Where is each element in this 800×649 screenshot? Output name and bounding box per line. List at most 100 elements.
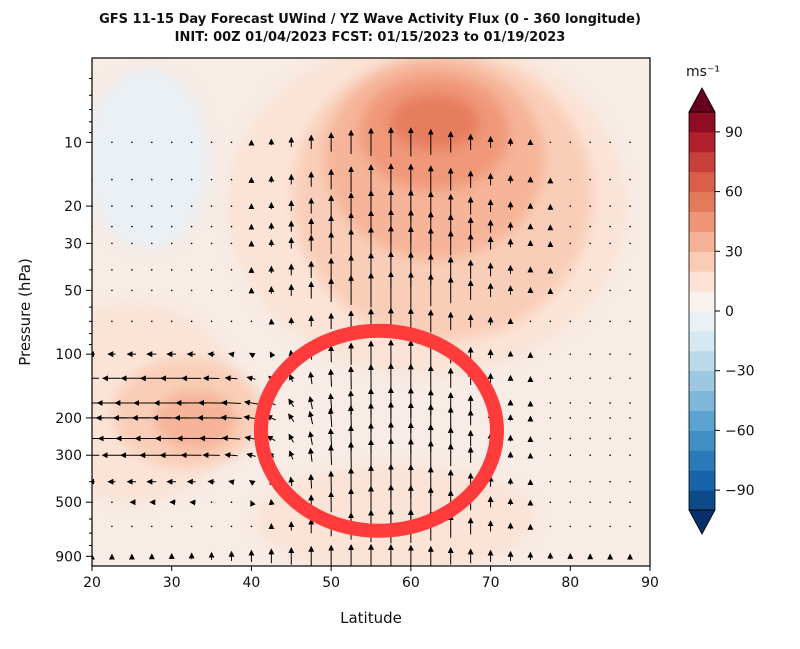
flux-vector bbox=[609, 353, 611, 355]
flux-vector bbox=[629, 525, 631, 528]
flux-vector bbox=[111, 289, 113, 292]
flux-vector bbox=[549, 454, 552, 457]
flux-vector bbox=[629, 242, 631, 245]
flux-vector bbox=[569, 480, 572, 483]
flux-vector bbox=[629, 269, 631, 271]
flux-vector bbox=[549, 320, 552, 323]
uwind-field bbox=[92, 58, 650, 566]
flux-vector bbox=[224, 375, 238, 382]
flux-vector bbox=[288, 373, 295, 383]
flux-vector bbox=[210, 225, 213, 228]
flux-vector bbox=[190, 289, 193, 292]
flux-vector bbox=[190, 269, 193, 271]
flux-vector bbox=[288, 450, 295, 460]
flux-vector bbox=[569, 320, 572, 323]
y-tick-label: 20 bbox=[64, 199, 82, 215]
colorbar-segment bbox=[689, 271, 715, 292]
annotation-circle bbox=[253, 323, 504, 538]
plot-frame bbox=[91, 57, 651, 567]
flux-vector bbox=[629, 289, 631, 292]
y-tick-label: 50 bbox=[64, 283, 82, 299]
flux-vector bbox=[131, 141, 133, 144]
flux-vector bbox=[569, 141, 572, 144]
flux-vector bbox=[150, 225, 153, 228]
colorbar-tick-label: −90 bbox=[725, 483, 755, 499]
flux-vector bbox=[288, 413, 295, 423]
flux-vector bbox=[190, 178, 193, 181]
flux-vector bbox=[190, 242, 193, 245]
flux-vector bbox=[307, 431, 314, 445]
flux-vector bbox=[629, 141, 631, 144]
flux-vector bbox=[131, 320, 133, 323]
flux-vector bbox=[569, 353, 572, 355]
flux-vector bbox=[131, 225, 133, 228]
flux-vector bbox=[150, 269, 153, 271]
colorbar-segment bbox=[689, 311, 715, 332]
x-tick-label: 30 bbox=[163, 575, 181, 591]
colorbar-tick-label: −30 bbox=[725, 364, 755, 380]
flux-vector bbox=[327, 444, 334, 465]
uwind-contour bbox=[389, 93, 480, 150]
flux-vector bbox=[268, 498, 275, 506]
flux-vector bbox=[589, 480, 592, 483]
flux-vector bbox=[111, 242, 113, 245]
flux-vector bbox=[549, 417, 552, 419]
colorbar-tick-label: 0 bbox=[725, 304, 734, 320]
flux-vector bbox=[266, 435, 276, 442]
flux-vector bbox=[629, 178, 631, 181]
flux-vector bbox=[609, 417, 611, 419]
flux-vector bbox=[250, 525, 253, 528]
flux-vector bbox=[230, 289, 233, 292]
uwind-contour bbox=[155, 390, 236, 451]
flux-vector bbox=[589, 377, 592, 380]
y-tick-label: 900 bbox=[55, 549, 82, 565]
flux-vector bbox=[629, 353, 631, 355]
flux-vector bbox=[150, 289, 153, 292]
colorbar-extend-max bbox=[688, 87, 716, 113]
colorbar-segment bbox=[689, 112, 715, 133]
flux-vector bbox=[220, 414, 242, 421]
flux-vector bbox=[170, 320, 173, 323]
flux-vector bbox=[609, 242, 611, 245]
flux-vector bbox=[131, 525, 133, 528]
flux-vector bbox=[111, 141, 113, 144]
flux-vector bbox=[629, 454, 631, 457]
flux-vector bbox=[230, 320, 233, 323]
y-tick-label: 30 bbox=[64, 236, 82, 252]
flux-vector bbox=[609, 289, 611, 292]
flux-vector bbox=[589, 269, 592, 271]
wave-flux-vectors bbox=[92, 126, 634, 566]
flux-vector bbox=[111, 320, 113, 323]
y-axis: 10 20 30 50 100 200 300 500 900 bbox=[55, 78, 92, 565]
flux-vector bbox=[131, 242, 133, 245]
y-tick-label: 10 bbox=[64, 135, 82, 151]
y-tick-label: 200 bbox=[55, 411, 82, 427]
flux-vector bbox=[609, 525, 611, 528]
flux-vector bbox=[609, 225, 611, 228]
flux-vector bbox=[228, 479, 235, 486]
flux-vector bbox=[131, 205, 133, 207]
flux-vector bbox=[288, 476, 295, 486]
colorbar-segment bbox=[689, 490, 715, 511]
flux-vector bbox=[248, 352, 256, 359]
x-tick-label: 60 bbox=[402, 575, 420, 591]
flux-vector bbox=[190, 525, 193, 528]
chart-subtitle: INIT: 00Z 01/04/2023 FCST: 01/15/2023 to… bbox=[174, 30, 566, 45]
flux-vector bbox=[170, 525, 173, 528]
flux-vector bbox=[589, 242, 592, 245]
flux-vector bbox=[210, 205, 213, 207]
flux-vector bbox=[230, 141, 233, 144]
x-tick-label: 80 bbox=[561, 575, 579, 591]
flux-vector bbox=[629, 437, 631, 440]
flux-vector bbox=[327, 368, 334, 387]
x-tick-label: 90 bbox=[641, 575, 659, 591]
flux-vector bbox=[609, 480, 611, 483]
flux-vector bbox=[131, 269, 133, 271]
colorbar-segment bbox=[689, 470, 715, 491]
flux-vector bbox=[589, 501, 592, 504]
flux-vector bbox=[549, 525, 552, 528]
flux-vector bbox=[230, 225, 233, 228]
flux-vector bbox=[609, 178, 611, 181]
flux-vector bbox=[243, 399, 258, 406]
flux-vector bbox=[549, 353, 552, 355]
